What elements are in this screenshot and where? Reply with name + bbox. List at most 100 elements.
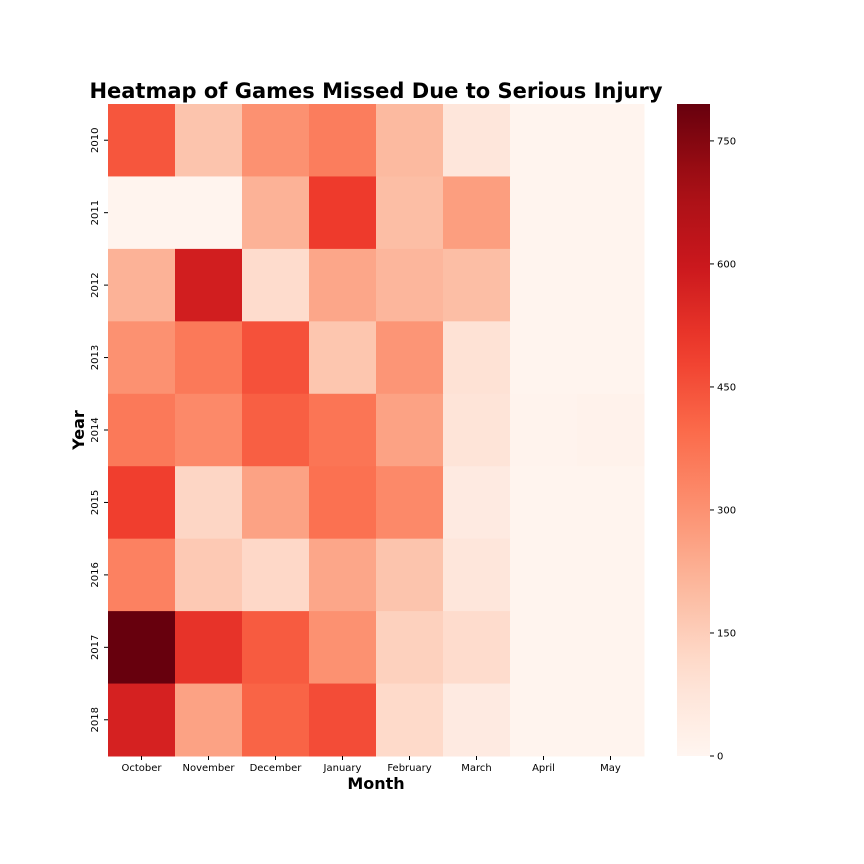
heatmap-cell-2010-march [443,104,511,177]
colorbar-tick-label: 600 [717,259,736,270]
heatmap-cell-2012-october [108,248,176,322]
heatmap-cell-2014-november [175,393,243,467]
heatmap-cell-2011-may [577,176,645,250]
heatmap-cell-2018-march [443,683,511,757]
heatmap-cell-2010-january [309,104,377,177]
heatmap-cell-2017-december [242,611,310,685]
heatmap-cell-2013-may [577,321,645,395]
y-tick-label: 2016 [90,562,101,587]
heatmap-cell-2018-january [309,683,377,757]
colorbar-tick-label: 750 [717,136,736,147]
heatmap-cell-2016-april [510,538,578,612]
heatmap-cell-2013-october [108,321,176,395]
heatmap-cell-2015-may [577,466,645,540]
heatmap-cell-2010-april [510,104,578,177]
heatmap-cell-2011-march [443,176,511,250]
heatmap-cell-2017-november [175,611,243,685]
heatmap-cell-2013-november [175,321,243,395]
heatmap-cell-2014-april [510,393,578,467]
heatmap-cell-2013-march [443,321,511,395]
heatmap-cell-2017-may [577,611,645,685]
x-tick-label: November [182,763,235,774]
heatmap-cell-2011-january [309,176,377,250]
heatmap-cell-2015-october [108,466,176,540]
heatmap-cell-2012-may [577,248,645,322]
y-tick-label: 2012 [90,272,101,297]
heatmap-cell-2013-december [242,321,310,395]
heatmap-cell-2016-february [376,538,444,612]
heatmap-cell-2014-october [108,393,176,467]
heatmap-cell-2014-february [376,393,444,467]
heatmap-cell-2015-november [175,466,243,540]
x-tick-label: December [250,763,303,774]
heatmap-cell-2011-december [242,176,310,250]
heatmap-cell-2018-december [242,683,310,757]
x-axis-ticks: October November December January February Ma… [121,756,621,774]
y-axis-ticks: 2010 2011 2012 2013 2014 2015 2016 2017 2018 [90,127,108,733]
x-tick-label: April [532,763,555,774]
heatmap-cell-2014-january [309,393,377,467]
chart-title: Heatmap of Games Missed Due to Serious I… [89,79,662,103]
heatmap-cell-2018-april [510,683,578,757]
heatmap-cell-2016-may [577,538,645,612]
y-tick-label: 2010 [90,127,101,152]
heatmap-cell-2010-october [108,104,176,177]
heatmap-cells [108,104,645,757]
heatmap-cell-2016-december [242,538,310,612]
heatmap-cell-2016-october [108,538,176,612]
heatmap-cell-2010-november [175,104,243,177]
heatmap-cell-2010-may [577,104,645,177]
heatmap-cell-2012-november [175,248,243,322]
heatmap-cell-2015-january [309,466,377,540]
y-tick-label: 2013 [90,345,101,370]
colorbar-tick-label: 0 [717,752,723,763]
heatmap-cell-2015-april [510,466,578,540]
heatmap-cell-2017-october [108,611,176,685]
y-axis-label: Year [69,410,88,451]
heatmap-cell-2016-january [309,538,377,612]
heatmap-cell-2018-may [577,683,645,757]
heatmap-cell-2012-february [376,248,444,322]
y-tick-label: 2014 [90,417,101,442]
heatmap-cell-2011-april [510,176,578,250]
heatmap-cell-2011-november [175,176,243,250]
heatmap-cell-2010-december [242,104,310,177]
y-tick-label: 2015 [90,490,101,515]
heatmap-cell-2016-november [175,538,243,612]
heatmap-cell-2015-december [242,466,310,540]
heatmap-cell-2016-march [443,538,511,612]
heatmap-cell-2015-march [443,466,511,540]
x-tick-label: October [121,763,162,774]
heatmap-cell-2011-october [108,176,176,250]
x-axis-label: Month [347,774,404,793]
heatmap-cell-2013-february [376,321,444,395]
heatmap-cell-2012-april [510,248,578,322]
heatmap-cell-2018-november [175,683,243,757]
heatmap-cell-2018-february [376,683,444,757]
heatmap-cell-2017-january [309,611,377,685]
colorbar [677,104,710,756]
x-tick-label: May [600,763,621,774]
colorbar-tick-label: 300 [717,505,736,516]
heatmap-cell-2010-february [376,104,444,177]
heatmap-cell-2011-february [376,176,444,250]
heatmap-cell-2013-april [510,321,578,395]
heatmap-cell-2014-march [443,393,511,467]
colorbar-tick-label: 450 [717,382,736,393]
heatmap-cell-2014-december [242,393,310,467]
heatmap-cell-2014-may [577,393,645,467]
heatmap-cell-2017-february [376,611,444,685]
colorbar-tick-label: 150 [717,628,736,639]
heatmap-cell-2012-march [443,248,511,322]
heatmap-cell-2017-march [443,611,511,685]
y-tick-label: 2011 [90,200,101,225]
x-tick-label: January [323,763,362,774]
heatmap-cell-2015-february [376,466,444,540]
heatmap-cell-2018-october [108,683,176,757]
heatmap-cell-2017-april [510,611,578,685]
y-tick-label: 2017 [90,635,101,660]
colorbar-ticks: 0 150 300 450 600 750 [710,136,736,763]
y-tick-label: 2018 [90,707,101,732]
heatmap-cell-2013-january [309,321,377,395]
